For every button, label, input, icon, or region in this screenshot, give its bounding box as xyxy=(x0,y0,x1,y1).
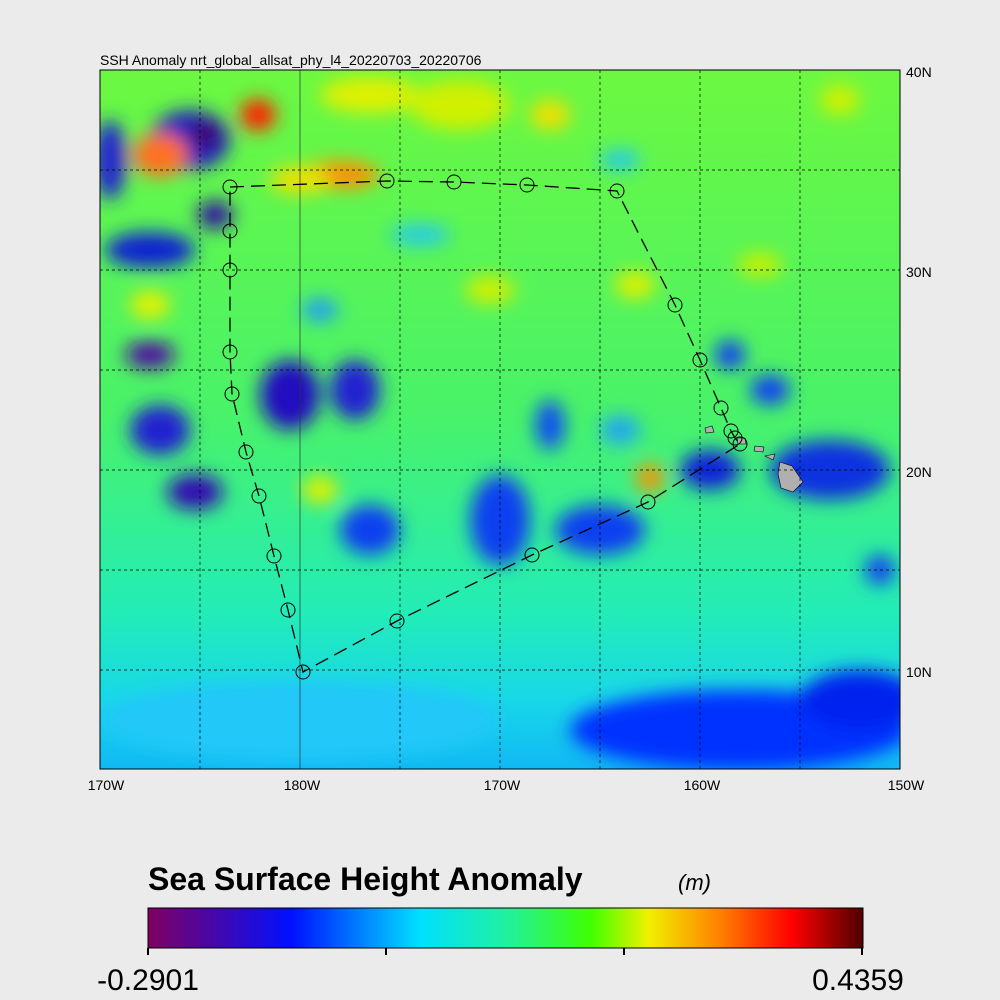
lon-label: 180W xyxy=(284,777,321,793)
ssh-field xyxy=(100,70,900,769)
lon-labels: 170W 180W 170W 160W 150W xyxy=(88,777,925,793)
colorbar xyxy=(147,907,864,949)
lat-label: 10N xyxy=(906,664,932,680)
lon-label: 170W xyxy=(88,777,125,793)
map-frame xyxy=(99,69,901,770)
lat-label: 30N xyxy=(906,264,932,280)
colorbar-min: -0.2901 xyxy=(97,964,199,997)
colorbar-units: (m) xyxy=(678,870,711,895)
lat-labels: 40N 30N 20N 10N xyxy=(906,64,932,680)
lat-label: 20N xyxy=(906,464,932,480)
hawaii-islands xyxy=(704,425,804,493)
map-title: SSH Anomaly nrt_global_allsat_phy_l4_202… xyxy=(100,52,482,68)
colorbar-title: Sea Surface Height Anomaly xyxy=(148,861,583,897)
grid xyxy=(100,70,900,769)
lon-label: 170W xyxy=(484,777,521,793)
lon-label: 150W xyxy=(888,777,925,793)
lon-label: 160W xyxy=(684,777,721,793)
colorbar-ticks xyxy=(147,948,863,955)
colorbar-max: 0.4359 xyxy=(812,964,904,997)
flight-track xyxy=(222,173,748,680)
lat-label: 40N xyxy=(906,64,932,80)
